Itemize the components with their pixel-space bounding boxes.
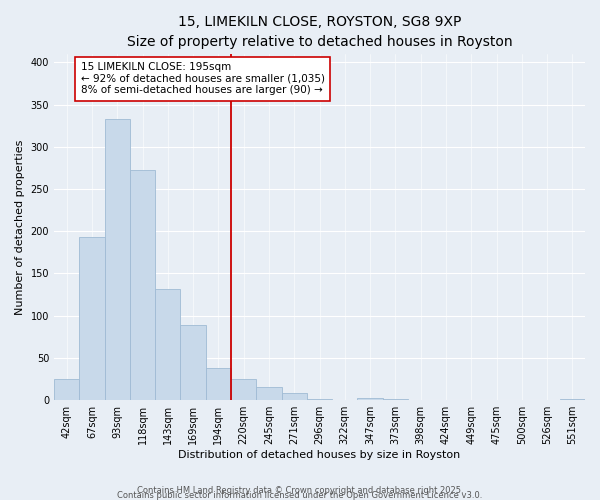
Bar: [181, 325, 206, 400]
Bar: [307, 398, 332, 400]
Text: Contains HM Land Registry data © Crown copyright and database right 2025.: Contains HM Land Registry data © Crown c…: [137, 486, 463, 495]
Title: 15, LIMEKILN CLOSE, ROYSTON, SG8 9XP
Size of property relative to detached house: 15, LIMEKILN CLOSE, ROYSTON, SG8 9XP Siz…: [127, 15, 512, 48]
Bar: [281, 394, 307, 400]
Bar: [155, 288, 181, 400]
Bar: [104, 119, 130, 400]
Bar: [130, 170, 155, 400]
Y-axis label: Number of detached properties: Number of detached properties: [15, 140, 25, 314]
Bar: [256, 386, 281, 400]
X-axis label: Distribution of detached houses by size in Royston: Distribution of detached houses by size …: [178, 450, 461, 460]
Bar: [231, 379, 256, 400]
Text: Contains public sector information licensed under the Open Government Licence v3: Contains public sector information licen…: [118, 491, 482, 500]
Bar: [358, 398, 383, 400]
Bar: [79, 237, 104, 400]
Bar: [383, 398, 408, 400]
Bar: [206, 368, 231, 400]
Text: 15 LIMEKILN CLOSE: 195sqm
← 92% of detached houses are smaller (1,035)
8% of sem: 15 LIMEKILN CLOSE: 195sqm ← 92% of detac…: [80, 62, 325, 96]
Bar: [560, 398, 585, 400]
Bar: [54, 379, 79, 400]
